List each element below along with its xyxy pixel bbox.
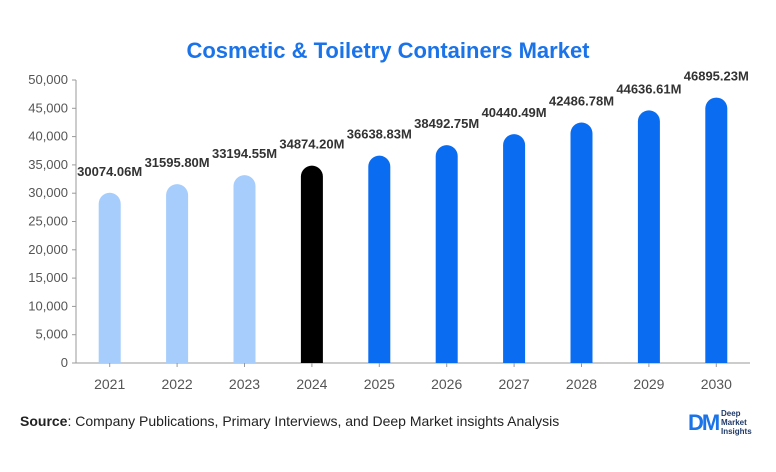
y-tick-label: 30,000 bbox=[28, 185, 68, 200]
x-tick-label: 2030 bbox=[701, 376, 732, 392]
y-tick-label: 35,000 bbox=[28, 157, 68, 172]
data-label-2023: 33194.55M bbox=[212, 146, 277, 161]
y-tick-label: 0 bbox=[61, 355, 68, 370]
x-tick-label: 2023 bbox=[229, 376, 260, 392]
data-label-2026: 38492.75M bbox=[414, 116, 479, 131]
bar-2025 bbox=[368, 155, 391, 363]
data-label-2029: 44636.61M bbox=[616, 81, 681, 96]
y-tick-label: 20,000 bbox=[28, 242, 68, 257]
data-labels: 30074.06M31595.80M33194.55M34874.20M3663… bbox=[77, 69, 749, 179]
y-tick-label: 40,000 bbox=[28, 129, 68, 144]
y-tick-label: 10,000 bbox=[28, 298, 68, 313]
source-text: : Company Publications, Primary Intervie… bbox=[67, 413, 560, 429]
bar-2021 bbox=[98, 192, 121, 363]
chart-title: Cosmetic & Toiletry Containers Market bbox=[186, 38, 590, 63]
x-tick-label: 2027 bbox=[499, 376, 530, 392]
brand-logo: DM Deep Market Insights bbox=[688, 408, 768, 438]
source-note: Source: Company Publications, Primary In… bbox=[20, 413, 559, 429]
bar-2022 bbox=[166, 184, 189, 363]
data-label-2030: 46895.23M bbox=[684, 69, 749, 84]
bar-2029 bbox=[637, 110, 660, 364]
data-label-2021: 30074.06M bbox=[77, 164, 142, 179]
y-tick-label: 50,000 bbox=[28, 72, 68, 87]
y-tick-label: 5,000 bbox=[35, 327, 68, 342]
brand-logo-line-3: Insights bbox=[721, 427, 752, 436]
bar-2026 bbox=[435, 145, 458, 363]
x-tick-label: 2029 bbox=[633, 376, 664, 392]
x-tick-label: 2028 bbox=[566, 376, 597, 392]
bar-2028 bbox=[570, 122, 593, 363]
bars bbox=[98, 97, 728, 364]
x-axis: 2021 2022 2023 2024 2025 2026 2027 2028 2029 2030 bbox=[76, 362, 750, 392]
brand-logo-text: Deep Market Insights bbox=[721, 409, 752, 436]
bar-2027 bbox=[503, 134, 526, 363]
brand-logo-line-2: Market bbox=[721, 418, 747, 427]
data-label-2022: 31595.80M bbox=[145, 155, 210, 170]
data-label-2025: 36638.83M bbox=[347, 127, 412, 142]
data-label-2028: 42486.78M bbox=[549, 94, 614, 109]
bar-2030 bbox=[705, 97, 728, 363]
y-axis: 0 5,000 10,000 15,000 20,000 25,000 30,000 35,0… bbox=[28, 72, 77, 370]
x-tick-label: 2022 bbox=[162, 376, 193, 392]
brand-logo-mark: DM bbox=[688, 410, 720, 435]
source-key: Source bbox=[20, 413, 68, 429]
bar-2024 bbox=[300, 165, 323, 363]
y-tick-label: 45,000 bbox=[28, 100, 68, 115]
bar-2023 bbox=[233, 175, 256, 363]
y-tick-label: 25,000 bbox=[28, 214, 68, 229]
brand-logo-line-1: Deep bbox=[721, 409, 741, 418]
x-tick-label: 2026 bbox=[431, 376, 462, 392]
bar-chart: 0 5,000 10,000 15,000 20,000 25,000 30,000 35,0… bbox=[28, 69, 750, 392]
x-tick-label: 2025 bbox=[364, 376, 395, 392]
x-tick-label: 2021 bbox=[94, 376, 125, 392]
data-label-2027: 40440.49M bbox=[482, 105, 547, 120]
x-tick-label: 2024 bbox=[296, 376, 327, 392]
y-tick-label: 15,000 bbox=[28, 270, 68, 285]
data-label-2024: 34874.20M bbox=[279, 137, 344, 152]
